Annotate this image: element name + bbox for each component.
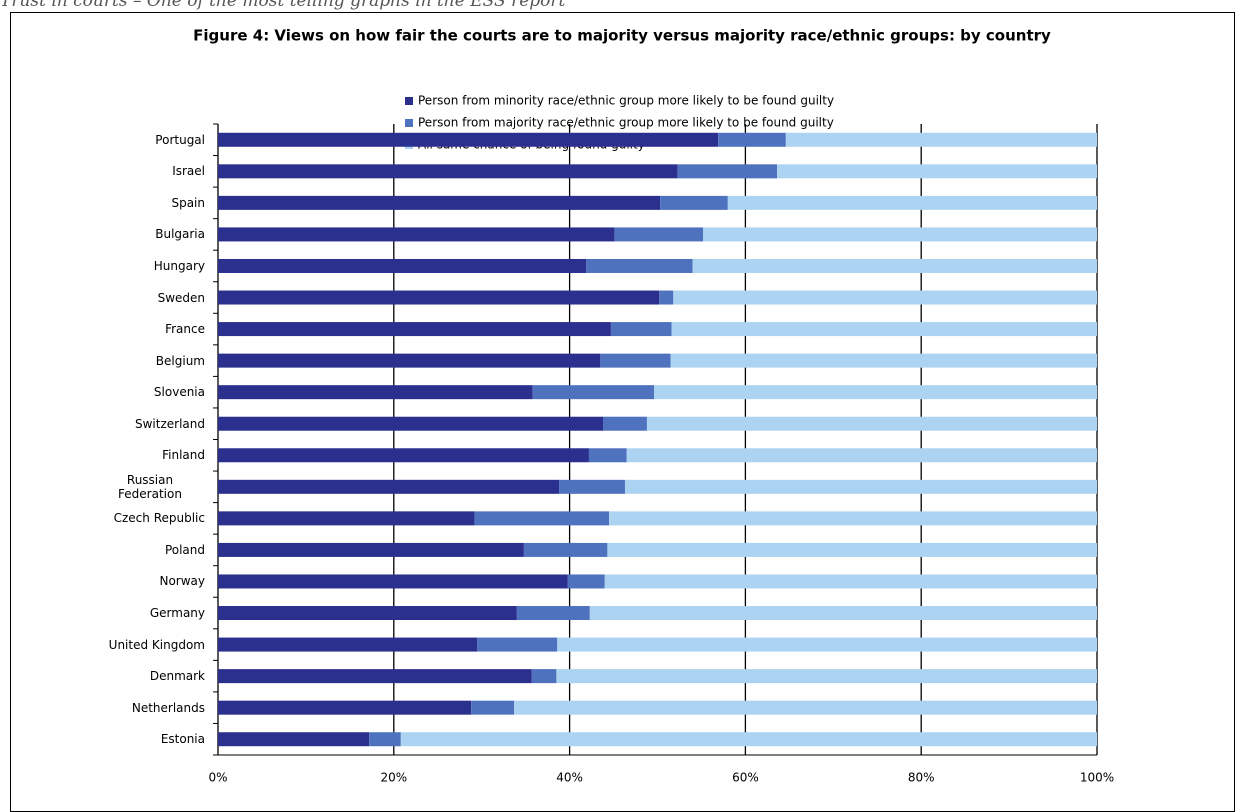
bar-segment bbox=[692, 258, 1097, 273]
bar-segment bbox=[400, 732, 1097, 747]
y-tick-label: Switzerland bbox=[135, 416, 205, 431]
y-tick-label: Finland bbox=[162, 448, 205, 463]
bar-segment bbox=[218, 479, 560, 494]
bar-segment bbox=[673, 290, 1097, 305]
y-tick-label: Germany bbox=[149, 606, 205, 621]
bar-segment bbox=[514, 700, 1097, 715]
bar-segment bbox=[218, 669, 532, 684]
bar-segment bbox=[218, 637, 478, 652]
y-tick-label: Belgium bbox=[155, 353, 205, 368]
bar-segment bbox=[531, 669, 557, 684]
y-tick-label: Portugal bbox=[155, 132, 205, 147]
bar-segment bbox=[218, 227, 615, 242]
bar-segment bbox=[218, 732, 370, 747]
bar-segment bbox=[218, 574, 568, 589]
bar-segment bbox=[218, 353, 601, 368]
bar-segment bbox=[218, 700, 472, 715]
x-tick-label: 60% bbox=[732, 771, 759, 785]
bar-segment bbox=[653, 385, 1097, 400]
bar-segment bbox=[677, 164, 778, 179]
bar-segment bbox=[727, 195, 1097, 210]
bar-segment bbox=[218, 132, 719, 147]
bar-segment bbox=[646, 416, 1097, 431]
bar-segment bbox=[670, 353, 1097, 368]
bar-segment bbox=[589, 606, 1097, 621]
bar-segment bbox=[718, 132, 786, 147]
y-tick-label: France bbox=[165, 322, 205, 337]
y-tick-label: Netherlands bbox=[131, 700, 205, 715]
bar-segment bbox=[218, 322, 611, 337]
y-tick-label: Denmark bbox=[149, 669, 205, 684]
bar-segment bbox=[477, 637, 558, 652]
bar-segment bbox=[777, 164, 1097, 179]
bar-segment bbox=[785, 132, 1097, 147]
bar-segment bbox=[474, 511, 610, 526]
y-tick-label: Czech Republic bbox=[113, 511, 205, 526]
legend-label: Person from minority race/ethnic group m… bbox=[418, 94, 834, 108]
bar-segment bbox=[218, 195, 661, 210]
bar-segment bbox=[600, 353, 671, 368]
y-tick-label: Bulgaria bbox=[155, 227, 205, 242]
y-tick-label: Estonia bbox=[160, 732, 205, 747]
bar-segment bbox=[523, 542, 608, 557]
bar-segment bbox=[369, 732, 401, 747]
bar-segment bbox=[471, 700, 515, 715]
bar-segment bbox=[626, 448, 1097, 463]
y-tick-label: Israel bbox=[172, 164, 205, 179]
y-tick-label: Spain bbox=[171, 195, 205, 210]
x-tick-label: 100% bbox=[1080, 771, 1114, 785]
y-tick-label: Slovenia bbox=[153, 385, 205, 400]
caption: Trust in courts – One of the most tellin… bbox=[0, 0, 566, 11]
x-tick-label: 20% bbox=[380, 771, 407, 785]
bar-segment bbox=[660, 195, 728, 210]
bar-segment bbox=[559, 479, 625, 494]
y-tick-label: Russian Federation bbox=[118, 472, 182, 501]
bar-segment bbox=[218, 290, 660, 305]
bar-segment bbox=[604, 574, 1097, 589]
y-tick-label: Hungary bbox=[153, 258, 205, 273]
bar-segment bbox=[556, 669, 1097, 684]
bar-segment bbox=[532, 385, 654, 400]
bar-segment bbox=[557, 637, 1097, 652]
bar-segment bbox=[588, 448, 627, 463]
bar-segment bbox=[218, 511, 475, 526]
y-tick-label: Poland bbox=[164, 542, 205, 557]
x-tick-label: 80% bbox=[908, 771, 935, 785]
bar-segment bbox=[614, 227, 704, 242]
bar-segment bbox=[516, 606, 590, 621]
bar-segment bbox=[624, 479, 1097, 494]
bar-segment bbox=[609, 511, 1097, 526]
bar-segment bbox=[586, 258, 693, 273]
bar-segment bbox=[671, 322, 1097, 337]
y-tick-label: Sweden bbox=[157, 290, 205, 305]
bar-segment bbox=[218, 606, 517, 621]
y-tick-label: United Kingdom bbox=[108, 637, 205, 652]
bar-segment bbox=[218, 164, 678, 179]
legend-label: Person from majority race/ethnic group m… bbox=[418, 116, 834, 130]
x-tick-label: 40% bbox=[556, 771, 583, 785]
bar-segment bbox=[703, 227, 1097, 242]
x-tick-label: 0% bbox=[208, 771, 227, 785]
bar-segment bbox=[218, 542, 524, 557]
y-tick-label: Norway bbox=[159, 574, 205, 589]
bar-segment bbox=[218, 448, 589, 463]
legend-swatch bbox=[405, 119, 413, 127]
bar-segment bbox=[567, 574, 605, 589]
bar-segment bbox=[218, 385, 533, 400]
legend-swatch bbox=[405, 97, 413, 105]
bar-segment bbox=[603, 416, 647, 431]
bar-segment bbox=[218, 416, 604, 431]
bar-segment bbox=[610, 322, 672, 337]
bar-segment bbox=[218, 258, 587, 273]
chart-title: Figure 4: Views on how fair the courts a… bbox=[193, 27, 1051, 45]
bar-segment bbox=[659, 290, 674, 305]
bar-segment bbox=[607, 542, 1097, 557]
